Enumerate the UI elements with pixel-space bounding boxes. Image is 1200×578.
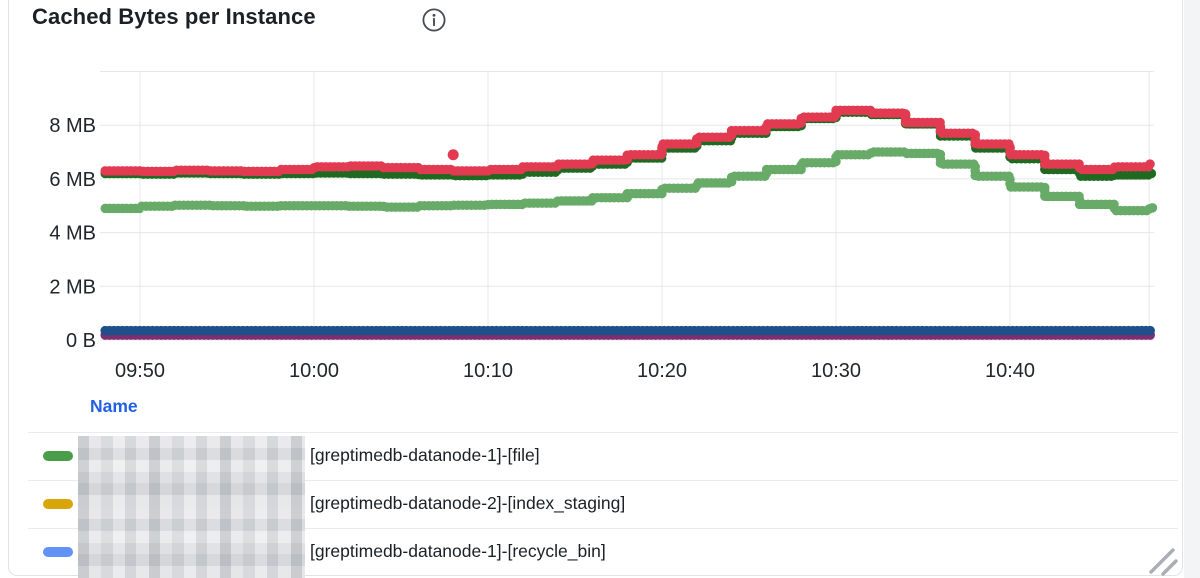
page-background-strip [1184, 0, 1200, 578]
x-axis-tick-label: 09:50 [115, 360, 165, 382]
series-line-light-green [100, 147, 1159, 216]
outlier-point [447, 149, 459, 161]
y-axis-tick-label: 6 MB [49, 169, 96, 191]
x-axis-tick-label: 10:00 [289, 360, 339, 382]
y-axis-tick-label: 8 MB [49, 115, 96, 137]
chart-plot-area[interactable]: 0 B 2 MB 4 MB 6 MB 8 MB 09:50 10:00 10:10 10:20 1… [8, 55, 1183, 390]
chart-canvas[interactable]: 0 B 2 MB 4 MB 6 MB 8 MB 09:50 10:00 10:10 10:20 1… [8, 55, 1183, 390]
legend-row-divider [28, 432, 1178, 433]
x-axis-tick-label: 10:30 [811, 360, 861, 382]
x-axis-tick-label: 10:10 [463, 360, 513, 382]
legend-row-divider [28, 480, 1178, 481]
series-line-red [100, 105, 1159, 177]
legend-column-header-name[interactable]: Name [90, 396, 138, 416]
y-axis-tick-label: 4 MB [49, 223, 96, 245]
y-axis-tick-label: 0 B [66, 330, 96, 352]
legend-row-divider [28, 528, 1178, 529]
y-axis-tick-label: 2 MB [49, 276, 96, 298]
x-axis-tick-label: 10:20 [637, 360, 687, 382]
series-color-swatch[interactable] [43, 451, 73, 461]
info-circle-icon[interactable] [421, 7, 447, 33]
panel-title: Cached Bytes per Instance [32, 4, 316, 29]
series-name-label[interactable]: [greptimedb-datanode-2]-[index_staging] [310, 493, 626, 513]
series-name-label[interactable]: [greptimedb-datanode-1]-[recycle_bin] [310, 541, 606, 561]
redacted-pixelated-block [78, 436, 305, 578]
series-color-swatch[interactable] [43, 547, 73, 557]
series-name-label[interactable]: [greptimedb-datanode-1]-[file] [310, 445, 540, 465]
x-axis-tick-label: 10:40 [985, 360, 1035, 382]
panel-resize-handle[interactable] [1146, 548, 1180, 576]
series-color-swatch[interactable] [43, 499, 73, 509]
